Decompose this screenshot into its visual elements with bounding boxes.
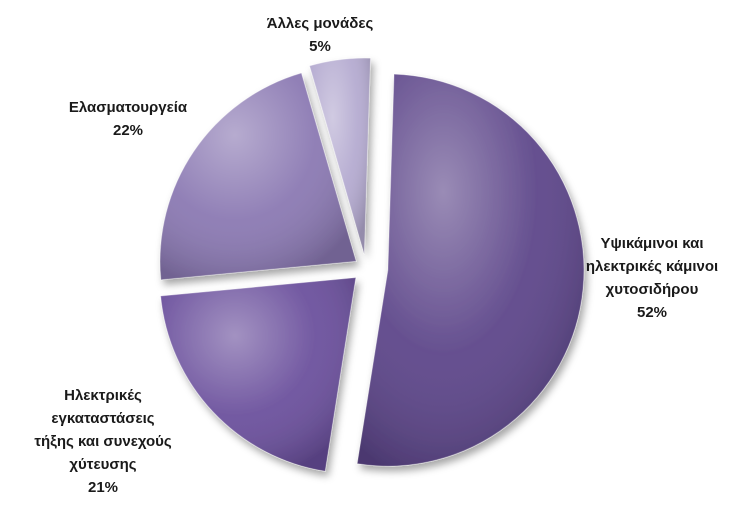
data-label-3: Ελασματουργεία 22% — [69, 99, 188, 139]
data-label-text: Υψικάμινοι και — [600, 235, 703, 252]
pie-slice-highlight — [160, 73, 357, 280]
pie-slice-highlight — [357, 74, 584, 467]
pie-slice-3 — [159, 72, 357, 281]
pie-slice-4 — [308, 57, 371, 255]
data-label-4: Άλλες μονάδες 5% — [267, 15, 374, 55]
data-label-text: Ηλεκτρικές — [64, 387, 142, 404]
data-label-2: Ηλεκτρικές εγκαταστάσεις τήξης και συνεχού… — [34, 387, 172, 496]
data-label-text: τήξης και συνεχούς — [34, 433, 172, 450]
data-label-text: χυτοσιδήρου — [606, 281, 699, 298]
data-label-text: ηλεκτρικές κάμινοι — [586, 258, 718, 275]
data-label-text: εγκαταστάσεις — [51, 410, 154, 427]
pie-slice-1 — [356, 73, 585, 467]
data-label-1: Υψικάμινοι και ηλεκτρικές κάμινοι χυτοσιδή… — [586, 235, 718, 321]
data-label-text: Άλλες μονάδες — [267, 15, 374, 32]
data-label-value: 52% — [637, 304, 667, 321]
data-label-value: 22% — [113, 122, 143, 139]
pie-slice-highlight — [160, 277, 356, 472]
pie-slice-2 — [160, 277, 357, 472]
pie-slice-highlight — [309, 58, 371, 255]
data-label-value: 5% — [309, 38, 331, 55]
data-label-text: Ελασματουργεία — [69, 99, 188, 116]
data-label-value: 21% — [88, 479, 118, 496]
data-label-text: χύτευσης — [69, 456, 136, 473]
